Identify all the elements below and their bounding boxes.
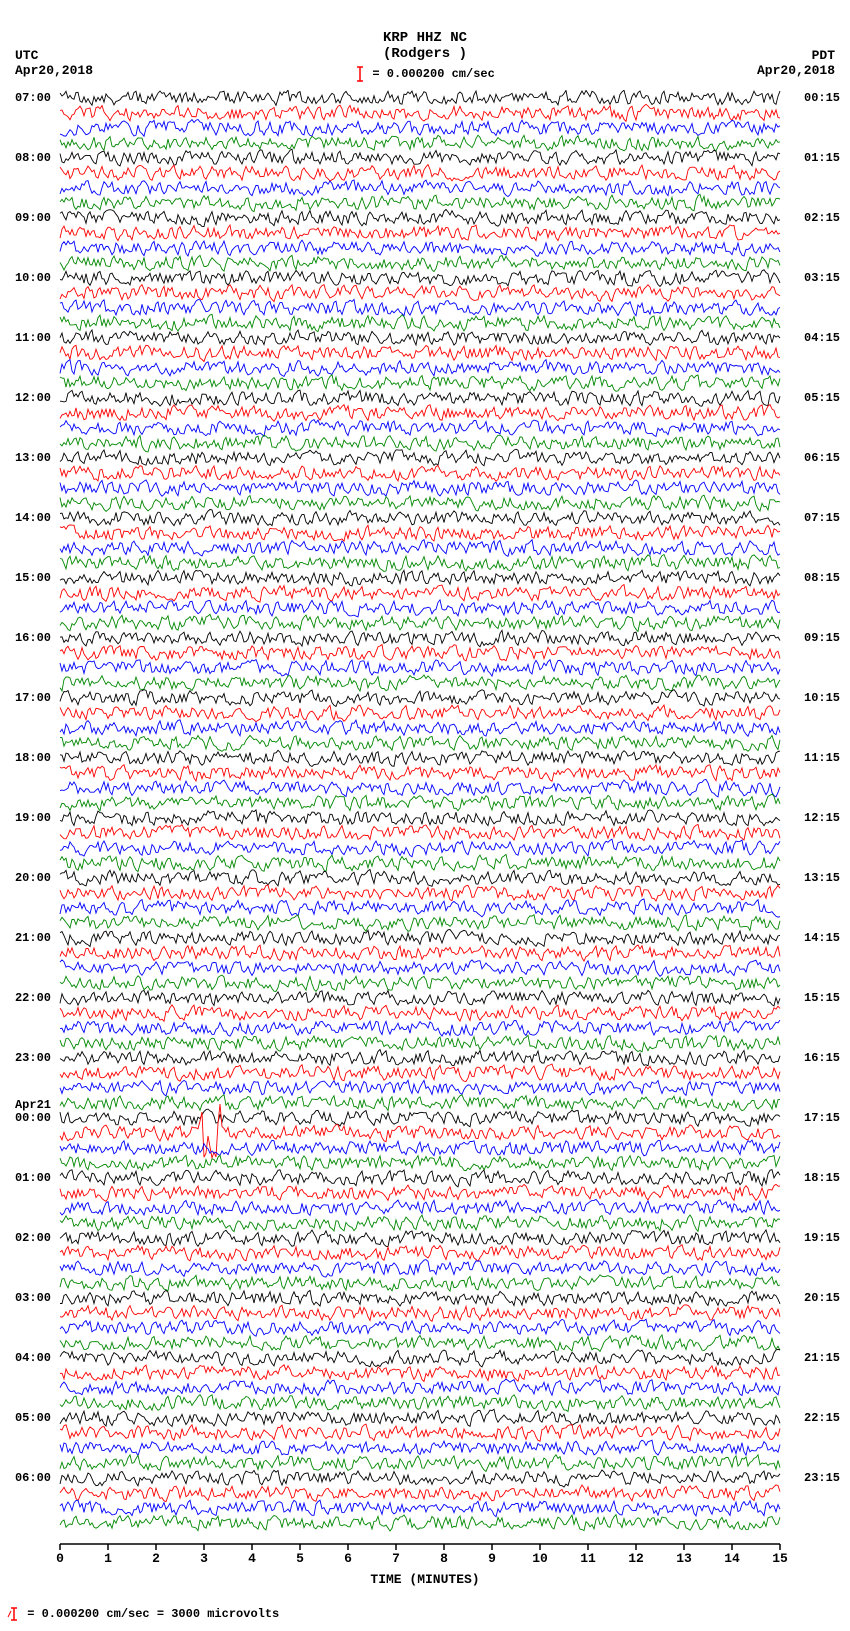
right-hour-label: 07:15 — [804, 511, 840, 525]
header-right: PDT Apr20,2018 — [757, 48, 835, 78]
right-hour-label: 08:15 — [804, 571, 840, 585]
left-hour-label: 03:00 — [15, 1291, 51, 1305]
left-hour-label: 11:00 — [15, 331, 51, 345]
scale-line: = 0.000200 cm/sec — [0, 66, 850, 82]
right-hour-label: 15:15 — [804, 991, 840, 1005]
svg-text:13: 13 — [676, 1551, 692, 1566]
right-hour-label: 03:15 — [804, 271, 840, 285]
x-axis-label: TIME (MINUTES) — [0, 1572, 850, 1587]
scale-text: = 0.000200 cm/sec — [365, 67, 495, 81]
right-hour-label: 11:15 — [804, 751, 840, 765]
right-hour-label: 01:15 — [804, 151, 840, 165]
right-hour-label: 18:15 — [804, 1171, 840, 1185]
right-hour-label: 22:15 — [804, 1411, 840, 1425]
svg-text:6: 6 — [344, 1551, 352, 1566]
right-hour-label: 10:15 — [804, 691, 840, 705]
right-hour-label: 20:15 — [804, 1291, 840, 1305]
svg-text:8: 8 — [440, 1551, 448, 1566]
right-tz: PDT — [757, 48, 835, 63]
left-hour-label: 19:00 — [15, 811, 51, 825]
right-date: Apr20,2018 — [757, 63, 835, 78]
svg-text:9: 9 — [488, 1551, 496, 1566]
right-hour-label: 04:15 — [804, 331, 840, 345]
left-date-break: Apr21 — [15, 1098, 51, 1112]
left-tz: UTC — [15, 48, 93, 63]
left-hour-label: 05:00 — [15, 1411, 51, 1425]
right-hour-label: 14:15 — [804, 931, 840, 945]
chart-header: UTC Apr20,2018 PDT Apr20,2018 KRP HHZ NC… — [0, 0, 850, 90]
title-line1: KRP HHZ NC — [0, 30, 850, 46]
right-hour-label: 02:15 — [804, 211, 840, 225]
svg-text:5: 5 — [296, 1551, 304, 1566]
svg-text:10: 10 — [532, 1551, 548, 1566]
left-hour-label: 06:00 — [15, 1471, 51, 1485]
left-hour-label: 00:00 — [15, 1111, 51, 1125]
left-hour-label: 02:00 — [15, 1231, 51, 1245]
right-hour-label: 19:15 — [804, 1231, 840, 1245]
footer-scale-icon — [6, 1607, 20, 1621]
svg-text:1: 1 — [104, 1551, 112, 1566]
svg-text:11: 11 — [580, 1551, 596, 1566]
right-hour-label: 12:15 — [804, 811, 840, 825]
right-hour-label: 23:15 — [804, 1471, 840, 1485]
left-hour-label: 16:00 — [15, 631, 51, 645]
left-hour-label: 01:00 — [15, 1171, 51, 1185]
left-hour-label: 21:00 — [15, 931, 51, 945]
svg-text:14: 14 — [724, 1551, 740, 1566]
left-hour-label: 23:00 — [15, 1051, 51, 1065]
left-hour-label: 14:00 — [15, 511, 51, 525]
right-hour-label: 17:15 — [804, 1111, 840, 1125]
left-hour-label: 10:00 — [15, 271, 51, 285]
left-hour-label: 07:00 — [15, 91, 51, 105]
footer-scale: = 0.000200 cm/sec = 3000 microvolts — [0, 1587, 850, 1631]
right-hour-label: 21:15 — [804, 1351, 840, 1365]
scale-bar-icon — [355, 66, 365, 82]
right-hour-label: 09:15 — [804, 631, 840, 645]
left-hour-label: 18:00 — [15, 751, 51, 765]
seismogram-svg: 0123456789101112131415 — [0, 90, 850, 1570]
title-line2: (Rodgers ) — [0, 46, 850, 62]
right-hour-label: 06:15 — [804, 451, 840, 465]
left-date: Apr20,2018 — [15, 63, 93, 78]
left-hour-label: 09:00 — [15, 211, 51, 225]
right-hour-label: 13:15 — [804, 871, 840, 885]
left-hour-label: 22:00 — [15, 991, 51, 1005]
left-hour-label: 15:00 — [15, 571, 51, 585]
left-hour-label: 13:00 — [15, 451, 51, 465]
svg-text:0: 0 — [56, 1551, 64, 1566]
left-hour-label: 08:00 — [15, 151, 51, 165]
right-hour-label: 00:15 — [804, 91, 840, 105]
left-hour-label: 12:00 — [15, 391, 51, 405]
svg-text:3: 3 — [200, 1551, 208, 1566]
helicorder-plot: 07:00 08:00 09:00 10:00 11:00 12:00 13:00 14:00… — [0, 90, 850, 1570]
left-hour-label: 17:00 — [15, 691, 51, 705]
header-left: UTC Apr20,2018 — [15, 48, 93, 78]
left-hour-label: 20:00 — [15, 871, 51, 885]
svg-text:2: 2 — [152, 1551, 160, 1566]
left-hour-label: 04:00 — [15, 1351, 51, 1365]
svg-text:4: 4 — [248, 1551, 256, 1566]
right-hour-label: 05:15 — [804, 391, 840, 405]
right-hour-label: 16:15 — [804, 1051, 840, 1065]
svg-text:12: 12 — [628, 1551, 644, 1566]
svg-text:15: 15 — [772, 1551, 788, 1566]
footer-text: = 0.000200 cm/sec = 3000 microvolts — [20, 1607, 279, 1621]
svg-text:7: 7 — [392, 1551, 400, 1566]
